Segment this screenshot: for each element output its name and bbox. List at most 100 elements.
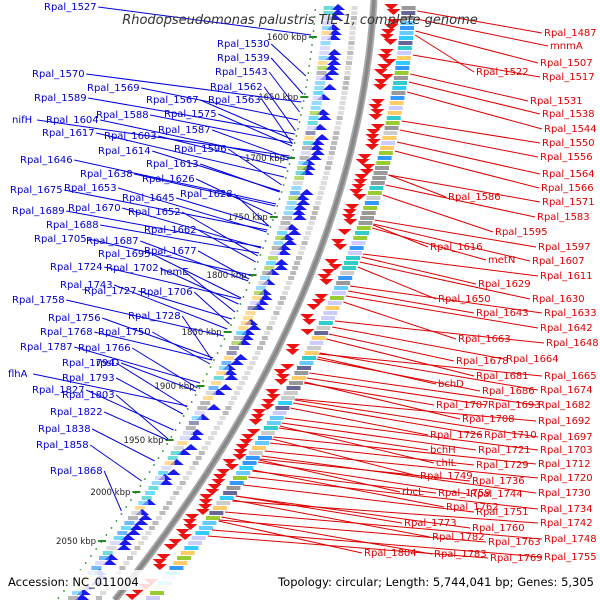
gene-label-rpal_1689[interactable]: Rpal_1689: [12, 206, 65, 217]
gene-label-rpal_1720[interactable]: Rpal_1720: [540, 473, 593, 484]
gene-label-rpal_1670[interactable]: Rpal_1670: [68, 203, 121, 214]
gene-label-rpal_1726[interactable]: Rpal_1726: [430, 430, 483, 441]
gene-label-rpal_1755[interactable]: Rpal_1755: [544, 552, 597, 563]
gene-label-rpal_1583[interactable]: Rpal_1583: [537, 212, 590, 223]
gene-label-rpal_1642[interactable]: Rpal_1642: [540, 323, 593, 334]
gene-label-rpal_1675[interactable]: Rpal_1675: [10, 185, 63, 196]
gene-label-rpal_1750[interactable]: Rpal_1750: [98, 327, 151, 338]
gene-label-rpal_1603[interactable]: Rpal_1603: [104, 131, 157, 142]
gene-label-rpal_1507[interactable]: Rpal_1507: [540, 58, 593, 69]
gene-label-rpal_1633[interactable]: Rpal_1633: [544, 308, 597, 319]
gene-label-rpal_1564[interactable]: Rpal_1564: [542, 169, 595, 180]
gene-label-bchh[interactable]: bchH: [430, 445, 456, 456]
gene-label-heme[interactable]: hemE: [160, 267, 189, 278]
gene-label-rpal_1736[interactable]: Rpal_1736: [472, 476, 525, 487]
gene-label-rpal_1664[interactable]: Rpal_1664: [506, 354, 559, 365]
gene-label-rpal_1630[interactable]: Rpal_1630: [532, 294, 585, 305]
gene-label-rpal_1597[interactable]: Rpal_1597: [538, 242, 591, 253]
gene-label-rpal_1686[interactable]: Rpal_1686: [482, 386, 535, 397]
gene-label-rpal_1703[interactable]: Rpal_1703: [540, 445, 593, 456]
gene-label-metn[interactable]: metN: [488, 255, 515, 266]
gene-label-rpal_1705[interactable]: Rpal_1705: [34, 234, 87, 245]
gene-label-rpal_1838[interactable]: Rpal_1838: [38, 424, 91, 435]
gene-label-rpal_1682[interactable]: Rpal_1682: [538, 400, 591, 411]
gene-label-rpal_1744[interactable]: Rpal_1744: [470, 489, 523, 500]
gene-label-rpal_1587[interactable]: Rpal_1587: [158, 125, 211, 136]
gene-label-rpal_1728[interactable]: Rpal_1728: [128, 311, 181, 322]
gene-label-rpal_1611[interactable]: Rpal_1611: [540, 271, 593, 282]
gene-label-rpal_1804[interactable]: Rpal_1804: [364, 548, 417, 559]
gene-label-rpal_1858[interactable]: Rpal_1858: [36, 440, 89, 451]
gene-label-rpal_1616[interactable]: Rpal_1616: [430, 242, 483, 253]
gene-label-rpal_1760[interactable]: Rpal_1760: [472, 523, 525, 534]
gene-label-rpal_1687[interactable]: Rpal_1687: [86, 236, 139, 247]
gene-label-rpal_1773[interactable]: Rpal_1773: [404, 518, 457, 529]
gene-label-rpal_1550[interactable]: Rpal_1550: [542, 138, 595, 149]
gene-label-rpal_1487[interactable]: Rpal_1487: [544, 28, 597, 39]
gene-label-rpal_1517[interactable]: Rpal_1517: [542, 72, 595, 83]
gene-label-rpal_1681[interactable]: Rpal_1681: [476, 371, 529, 382]
gene-label-rpal_1782[interactable]: Rpal_1782: [432, 532, 485, 543]
gene-label-rpal_1710[interactable]: Rpal_1710: [484, 430, 537, 441]
gene-label-rpal_1763[interactable]: Rpal_1763: [488, 537, 541, 548]
gene-label-rpal_1787[interactable]: Rpal_1787: [20, 342, 73, 353]
gene-label-rpal_1756[interactable]: Rpal_1756: [48, 313, 101, 324]
gene-label-rpal_1724[interactable]: Rpal_1724: [50, 262, 103, 273]
gene-label-rpal_1762[interactable]: Rpal_1762: [446, 502, 499, 513]
gene-label-rpal_1586[interactable]: Rpal_1586: [448, 192, 501, 203]
gene-label-rpal_1793[interactable]: Rpal_1793: [62, 373, 115, 384]
gene-label-rpal_1674[interactable]: Rpal_1674: [540, 385, 593, 396]
gene-label-rpal_1707[interactable]: Rpal_1707: [436, 400, 489, 411]
gene-label-chll[interactable]: chlL: [436, 458, 457, 469]
gene-label-rpal_1734[interactable]: Rpal_1734: [540, 504, 593, 515]
gene-label-rpal_1613[interactable]: Rpal_1613: [146, 159, 199, 170]
gene-label-rpal_1769[interactable]: Rpal_1769: [490, 553, 543, 564]
gene-label-rpal_1688[interactable]: Rpal_1688: [46, 220, 99, 231]
gene-label-rpal_1645[interactable]: Rpal_1645: [122, 193, 175, 204]
gene-label-rpal_1566[interactable]: Rpal_1566: [541, 183, 594, 194]
gene-label-rpal_1665[interactable]: Rpal_1665: [544, 371, 597, 382]
gene-label-rpal_1531[interactable]: Rpal_1531: [530, 96, 583, 107]
gene-label-rpal_1783[interactable]: Rpal_1783: [434, 549, 487, 560]
gene-label-rpal_1749[interactable]: Rpal_1749: [420, 471, 473, 482]
gene-label-rpal_1589[interactable]: Rpal_1589: [34, 93, 87, 104]
gene-label-rpal_1663[interactable]: Rpal_1663: [458, 334, 511, 345]
gene-label-rpal_1643[interactable]: Rpal_1643: [476, 308, 529, 319]
gene-label-rpal_1748[interactable]: Rpal_1748: [544, 534, 597, 545]
gene-label-rpal_1617[interactable]: Rpal_1617: [42, 128, 95, 139]
gene-label-rpal_1727[interactable]: Rpal_1727: [84, 286, 137, 297]
gene-label-rpal_1530[interactable]: Rpal_1530: [217, 39, 270, 50]
gene-label-rpal_1721[interactable]: Rpal_1721: [478, 445, 531, 456]
gene-label-rpal_1702[interactable]: Rpal_1702: [106, 263, 159, 274]
gene-label-rpal_1596[interactable]: Rpal_1596: [174, 144, 227, 155]
gene-label-rpal_1827[interactable]: Rpal_1827: [32, 385, 85, 396]
gene-label-rpal_1712[interactable]: Rpal_1712: [538, 459, 591, 470]
gene-label-rpal_1556[interactable]: Rpal_1556: [540, 152, 593, 163]
gene-label-rpal_1751[interactable]: Rpal_1751: [476, 507, 529, 518]
gene-label-rpal_1677[interactable]: Rpal_1677: [144, 246, 197, 257]
gene-label-rpal_1652[interactable]: Rpal_1652: [128, 207, 181, 218]
gene-label-rpal_1544[interactable]: Rpal_1544: [544, 124, 597, 135]
gene-label-rpal_1678[interactable]: Rpal_1678: [456, 356, 509, 367]
gene-label-flha[interactable]: flhA: [8, 369, 28, 380]
gene-label-rpal_1626[interactable]: Rpal_1626: [142, 174, 195, 185]
gene-label-rpal_1695[interactable]: Rpal_1695: [98, 249, 151, 260]
gene-label-rpal_1607[interactable]: Rpal_1607: [532, 256, 585, 267]
gene-label-rpal_1628[interactable]: Rpal_1628: [180, 189, 233, 200]
gene-label-rpal_1595[interactable]: Rpal_1595: [495, 227, 548, 238]
gene-label-rpal_1653[interactable]: Rpal_1653: [64, 183, 117, 194]
gene-label-rpal_1527[interactable]: Rpal_1527: [44, 2, 97, 13]
gene-label-rpsd[interactable]: rpsD: [96, 358, 120, 369]
gene-label-rpal_1646[interactable]: Rpal_1646: [20, 155, 73, 166]
gene-label-rpal_1569[interactable]: Rpal_1569: [87, 83, 140, 94]
gene-label-rpal_1629[interactable]: Rpal_1629: [478, 279, 531, 290]
gene-label-mnma[interactable]: mnmA: [550, 41, 583, 52]
gene-label-rpal_1730[interactable]: Rpal_1730: [538, 488, 591, 499]
gene-label-rpal_1742[interactable]: Rpal_1742: [540, 518, 593, 529]
gene-label-rpal_1570[interactable]: Rpal_1570: [32, 69, 85, 80]
gene-label-rpal_1522[interactable]: Rpal_1522: [476, 67, 529, 78]
gene-label-rpal_1662[interactable]: Rpal_1662: [144, 225, 197, 236]
gene-label-rpal_1706[interactable]: Rpal_1706: [140, 287, 193, 298]
gene-label-rpal_1562[interactable]: Rpal_1562: [210, 82, 263, 93]
gene-label-rpal_1758[interactable]: Rpal_1758: [12, 295, 65, 306]
